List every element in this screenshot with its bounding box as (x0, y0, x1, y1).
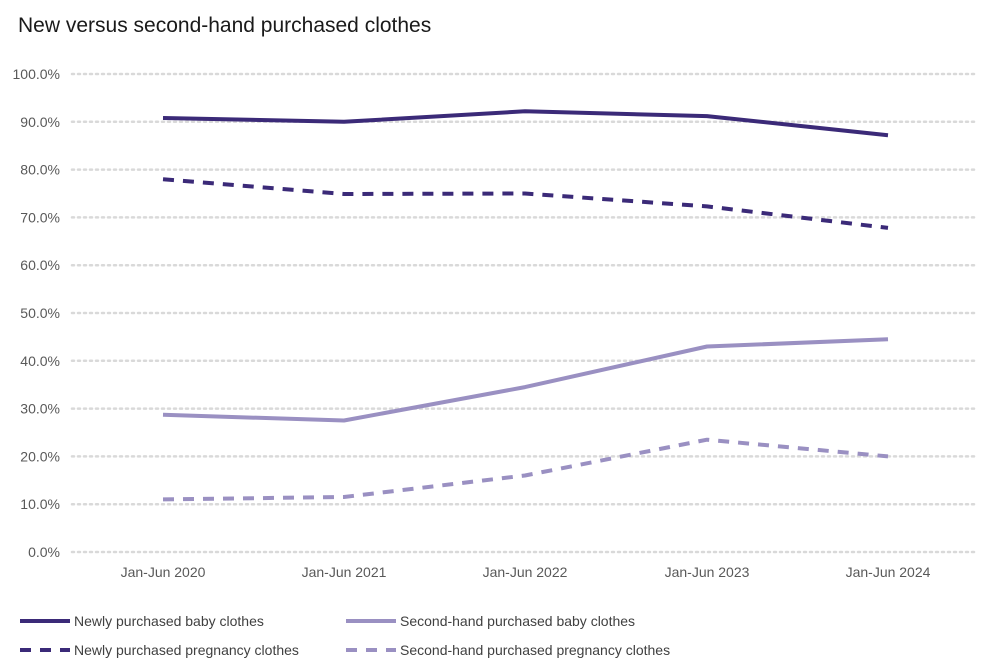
series-line-1 (162, 109, 889, 138)
y-tick-label: 100.0% (13, 66, 60, 82)
chart-title: New versus second-hand purchased clothes (18, 14, 432, 37)
y-axis-ticks: 0.0% 10.0% 20.0% 30.0% 40.0% 50.0% 60.0% 70.0% 8… (13, 66, 60, 560)
y-tick-label: 20.0% (20, 448, 60, 464)
x-tick-label: Jan-Jun 2020 (121, 564, 206, 580)
x-tick-label: Jan-Jun 2024 (846, 564, 931, 580)
y-tick-label: 70.0% (20, 209, 60, 225)
series-lines (162, 109, 889, 502)
legend-label: Newly purchased baby clothes (74, 613, 264, 629)
y-tick-label: 50.0% (20, 305, 60, 321)
legend: Newly purchased baby clothes Second-hand … (20, 613, 670, 658)
y-tick-label: 30.0% (20, 401, 60, 417)
y-tick-label: 40.0% (20, 353, 60, 369)
gridlines (70, 72, 980, 554)
x-axis-ticks: Jan-Jun 2020 Jan-Jun 2021 Jan-Jun 2022 Jan-… (121, 564, 931, 580)
y-tick-label: 10.0% (20, 496, 60, 512)
y-tick-label: 60.0% (20, 257, 60, 273)
series-line-2 (162, 337, 889, 423)
legend-label: Second-hand purchased baby clothes (400, 613, 635, 629)
x-tick-label: Jan-Jun 2023 (665, 564, 750, 580)
legend-label: Second-hand purchased pregnancy clothes (400, 642, 670, 658)
x-tick-label: Jan-Jun 2021 (302, 564, 387, 580)
y-tick-label: 0.0% (28, 544, 60, 560)
y-tick-label: 90.0% (20, 114, 60, 130)
series-line-3 (162, 177, 889, 230)
legend-label: Newly purchased pregnancy clothes (74, 642, 299, 658)
series-line-4 (162, 437, 889, 502)
y-tick-label: 80.0% (20, 162, 60, 178)
x-tick-label: Jan-Jun 2022 (483, 564, 568, 580)
